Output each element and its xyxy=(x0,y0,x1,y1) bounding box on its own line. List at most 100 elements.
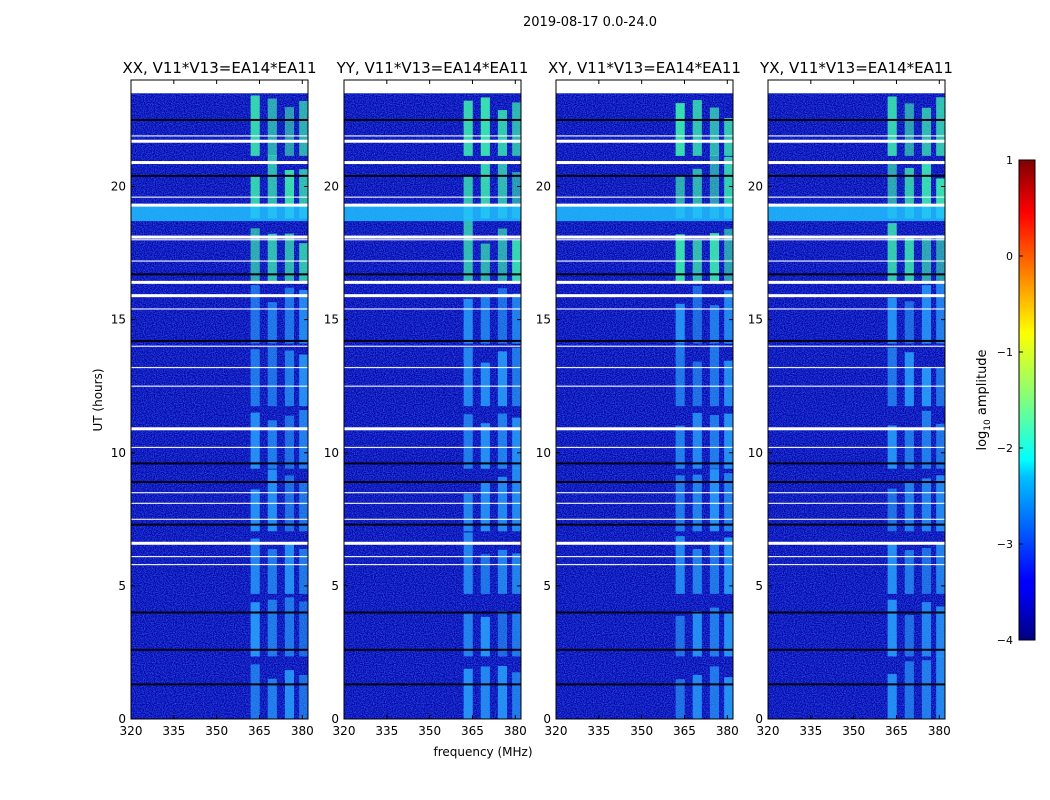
y-tick-label: 15 xyxy=(324,313,339,327)
rfi-column-segment xyxy=(480,97,490,156)
dark-row xyxy=(344,611,521,614)
flagged-row-thin xyxy=(556,260,733,262)
flagged-row xyxy=(344,427,521,431)
rfi-column-segment xyxy=(709,469,720,532)
rfi-column-segment xyxy=(724,611,734,657)
rfi-column-segment xyxy=(284,287,295,344)
dark-row xyxy=(344,174,521,177)
panel-frame xyxy=(555,79,734,720)
flagged-row-thin xyxy=(131,555,308,558)
flagged-row xyxy=(768,541,945,545)
flagged-row-thin xyxy=(131,239,308,241)
rfi-column-segment xyxy=(709,540,720,594)
rfi-column-segment xyxy=(709,415,720,469)
panels: XX, V11*V13=EA14*EA11 320 335 350 365 380 0 5 10… xyxy=(111,59,953,738)
rfi-column-segment xyxy=(299,169,309,219)
rfi-column-segment xyxy=(512,468,522,532)
rfi-column-segment xyxy=(724,360,734,407)
rfi-column-segment xyxy=(512,102,522,156)
x-tick-label: 335 xyxy=(162,724,185,738)
rfi-column-segment xyxy=(675,679,685,719)
flagged-row-thin xyxy=(131,308,308,310)
flagged-row-thin xyxy=(131,345,308,347)
rfi-column-segment xyxy=(724,677,734,719)
x-tick-label: 380 xyxy=(928,724,951,738)
panel-frame xyxy=(767,79,946,720)
y-tick-label: 0 xyxy=(331,712,339,726)
rfi-column-segment xyxy=(724,413,734,469)
y-tick-label: 20 xyxy=(748,180,763,194)
rfi-column-segment xyxy=(936,283,946,344)
dark-row xyxy=(131,611,308,614)
x-tick-label: 335 xyxy=(587,724,610,738)
rfi-column-segment xyxy=(921,163,932,219)
y-tick-label: 5 xyxy=(118,579,126,593)
rfi-column-segment xyxy=(512,293,522,344)
rfi-column-segment xyxy=(724,156,734,219)
rfi-column-segment xyxy=(497,549,508,594)
flagged-row-thin xyxy=(556,502,733,504)
flagged-row-thin xyxy=(768,345,945,347)
rfi-column-segment xyxy=(904,103,914,156)
flagged-row-thin xyxy=(344,385,521,387)
rfi-column-segment xyxy=(675,103,685,156)
rfi-column-segment xyxy=(936,423,946,469)
flagged-row xyxy=(768,280,945,284)
colorbar-label: log10 amplitude xyxy=(975,349,993,450)
flagged-row-thin xyxy=(344,563,521,566)
colorbar-ticks: −4 −3 −2 −1 0 1 xyxy=(997,154,1023,647)
rfi-column-segment xyxy=(284,170,295,219)
dark-row xyxy=(768,462,945,465)
rfi-column-segment xyxy=(480,243,490,282)
x-tick-label: 350 xyxy=(205,724,228,738)
flagged-row-thin xyxy=(344,446,521,449)
dark-row xyxy=(556,118,733,121)
y-tick-label: 20 xyxy=(536,180,551,194)
flagged-row xyxy=(556,139,733,143)
rfi-column-segment xyxy=(299,410,309,469)
rfi-column-segment xyxy=(675,303,685,344)
dark-row xyxy=(344,339,521,342)
colorbar-gradient xyxy=(1018,159,1036,641)
rfi-column-segment xyxy=(267,155,277,219)
rfi-column-segment xyxy=(904,352,914,407)
figure-title: 2019-08-17 0.0-24.0 xyxy=(523,15,657,30)
dark-row xyxy=(344,481,521,484)
rfi-column-segment xyxy=(284,415,295,469)
rfi-column-segment xyxy=(887,347,897,407)
rfi-column-segment xyxy=(887,674,897,719)
x-tick-label: 320 xyxy=(545,724,568,738)
flagged-row-thin xyxy=(131,518,308,520)
rfi-column-segment xyxy=(284,597,295,657)
flagged-row-thin xyxy=(131,446,308,449)
rfi-column-segment xyxy=(250,489,260,532)
flagged-row-thin xyxy=(131,260,308,262)
flagged-row-thin xyxy=(768,239,945,241)
flagged-row-thin xyxy=(768,502,945,504)
flagged-row xyxy=(768,294,945,298)
y-tick-label: 0 xyxy=(755,712,763,726)
rfi-column-segment xyxy=(512,171,522,219)
rfi-column-segment xyxy=(709,305,720,344)
bright-band xyxy=(556,205,733,222)
panel-title: YX, V11*V13=EA14*EA11 xyxy=(759,59,953,77)
rfi-column-segment xyxy=(709,345,720,407)
flagged-row-thin xyxy=(768,555,945,558)
rfi-column-segment xyxy=(512,553,522,594)
rfi-column-segment xyxy=(887,542,897,594)
rfi-column-segment xyxy=(250,538,260,594)
rfi-column-segment xyxy=(936,235,946,282)
dark-row xyxy=(131,523,308,526)
x-tick-label: 365 xyxy=(248,724,271,738)
rfi-column-segment xyxy=(497,228,508,282)
rfi-column-segment xyxy=(904,661,914,719)
rfi-column-segment xyxy=(267,469,277,532)
rfi-column-segment xyxy=(299,100,309,156)
rfi-column-segment xyxy=(497,476,508,532)
flagged-row xyxy=(768,203,945,207)
flagged-row-thin xyxy=(131,502,308,504)
rfi-column-segment xyxy=(480,423,490,469)
dark-row xyxy=(344,462,521,465)
flagged-row-thin xyxy=(344,239,521,241)
